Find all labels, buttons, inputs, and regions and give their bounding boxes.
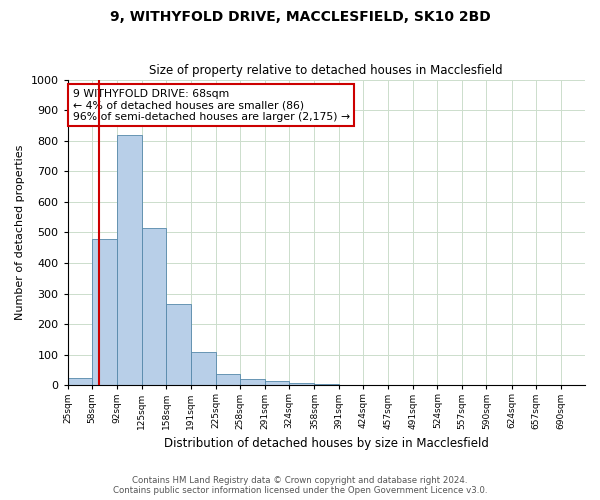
- Bar: [314, 384, 339, 386]
- Bar: [241, 379, 265, 386]
- Bar: [216, 374, 241, 386]
- X-axis label: Distribution of detached houses by size in Macclesfield: Distribution of detached houses by size …: [164, 437, 489, 450]
- Bar: [265, 381, 289, 386]
- Text: 9, WITHYFOLD DRIVE, MACCLESFIELD, SK10 2BD: 9, WITHYFOLD DRIVE, MACCLESFIELD, SK10 2…: [110, 10, 490, 24]
- Bar: [68, 378, 92, 386]
- Bar: [289, 383, 314, 386]
- Bar: [191, 352, 216, 386]
- Bar: [142, 228, 166, 386]
- Y-axis label: Number of detached properties: Number of detached properties: [15, 145, 25, 320]
- Bar: [92, 238, 117, 386]
- Title: Size of property relative to detached houses in Macclesfield: Size of property relative to detached ho…: [149, 64, 503, 77]
- Text: Contains HM Land Registry data © Crown copyright and database right 2024.
Contai: Contains HM Land Registry data © Crown c…: [113, 476, 487, 495]
- Text: 9 WITHYFOLD DRIVE: 68sqm
← 4% of detached houses are smaller (86)
96% of semi-de: 9 WITHYFOLD DRIVE: 68sqm ← 4% of detache…: [73, 88, 350, 122]
- Bar: [166, 304, 191, 386]
- Bar: [117, 134, 142, 386]
